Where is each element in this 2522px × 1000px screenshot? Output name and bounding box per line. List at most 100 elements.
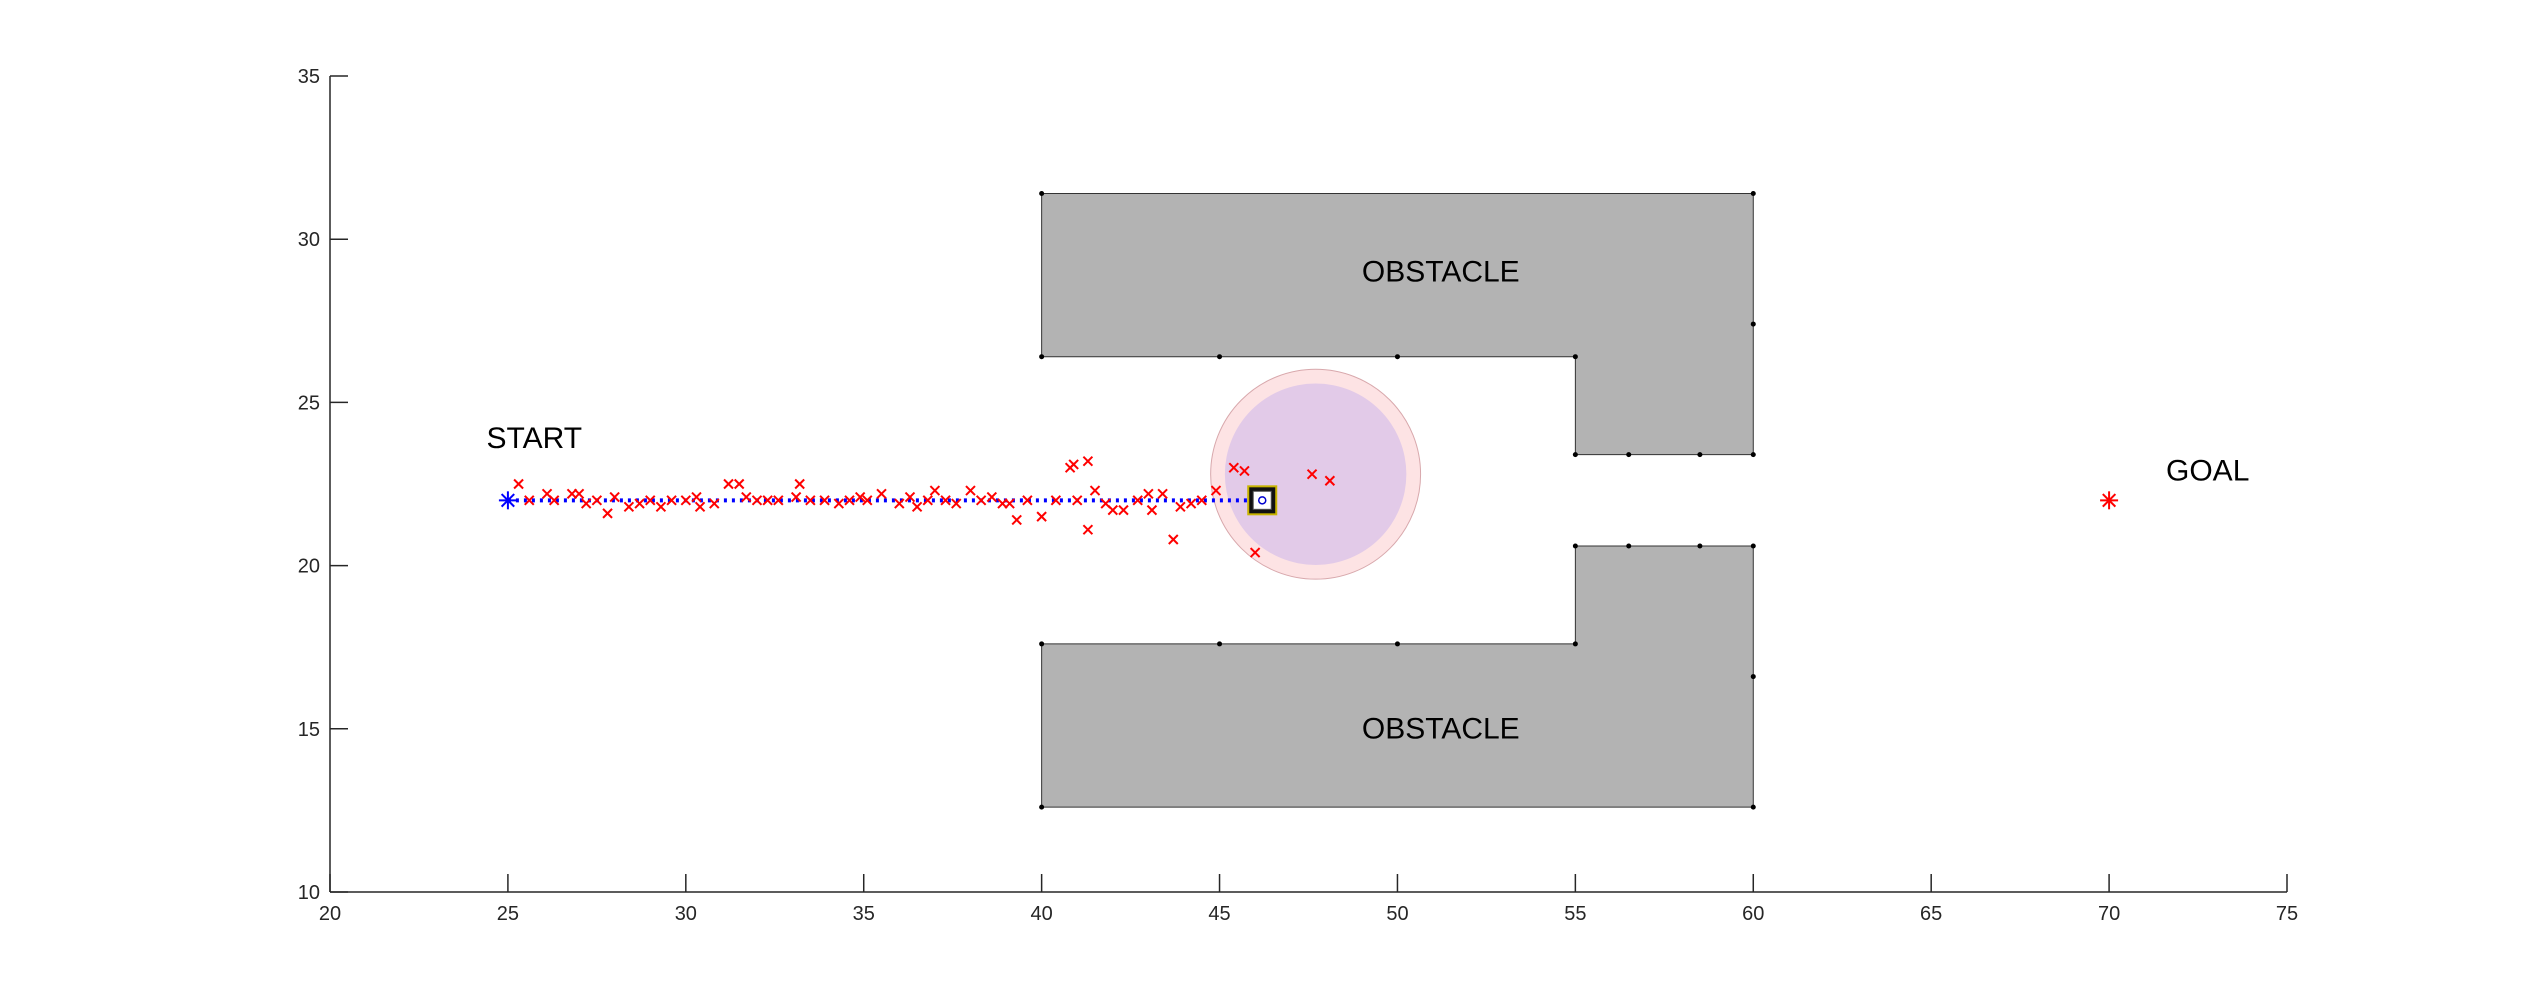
x-tick-label: 50: [1386, 903, 1408, 925]
measurement-point: [1143, 488, 1154, 499]
measurement-stroke: [1168, 534, 1179, 545]
measurement-point: [513, 478, 524, 490]
measurement-stroke: [794, 478, 805, 490]
measurement-point: [680, 495, 692, 506]
obstacle-vertex: [1626, 452, 1632, 458]
measurement-point: [894, 498, 905, 509]
measurement-point: [591, 495, 603, 506]
measurement-point: [951, 498, 962, 509]
measurement-point: [1011, 514, 1022, 526]
obstacle-vertex: [1394, 354, 1400, 360]
measurement-stroke: [541, 488, 553, 499]
measurement-stroke: [1210, 485, 1222, 496]
measurement-stroke: [573, 488, 585, 499]
annotation-start: START: [487, 422, 583, 455]
measurement-stroke: [655, 501, 667, 513]
robot-icon: [1247, 485, 1278, 516]
measurement-point: [794, 478, 805, 490]
measurement-stroke: [623, 501, 635, 513]
measurement-point: [1004, 498, 1015, 509]
measurement-point: [733, 478, 745, 490]
y-tick-label: 20: [298, 556, 320, 578]
obstacle-2: [1041, 545, 1754, 808]
robot-center: [1257, 496, 1267, 505]
x-tick-label: 60: [1742, 903, 1764, 925]
obstacles-layer: [1039, 191, 1756, 810]
measurement-stroke: [609, 491, 620, 503]
markers-layer: [498, 485, 2119, 516]
measurement-point: [1107, 504, 1119, 516]
measurement-point: [965, 485, 976, 496]
annotation-goal: GOAL: [2166, 455, 2249, 488]
x-tick-label: 30: [675, 903, 697, 925]
obstacle-vertex: [1697, 452, 1703, 458]
measurement-stroke: [751, 495, 763, 506]
measurement-point: [773, 495, 784, 506]
measurement-stroke: [591, 495, 603, 506]
y-tick-label: 15: [298, 719, 320, 741]
obstacle-vertex: [1572, 354, 1578, 360]
y-tick-label: 10: [298, 882, 320, 904]
measurement-point: [1210, 485, 1222, 496]
measurement-point: [1132, 495, 1143, 506]
measurement-stroke: [1050, 495, 1062, 506]
x-tick-label: 70: [2098, 903, 2120, 925]
measurement-point: [975, 495, 987, 506]
measurement-point: [741, 491, 752, 503]
measurement-point: [634, 498, 645, 509]
measurement-stroke: [1143, 488, 1154, 499]
measurement-point: [854, 491, 866, 503]
start-marker: [498, 491, 517, 510]
obstacle-vertex: [1039, 804, 1045, 810]
measurement-stroke: [876, 488, 887, 499]
robot-window: [1252, 490, 1272, 510]
measurement-point: [1239, 465, 1250, 477]
measurement-stroke: [819, 495, 830, 506]
goal-marker: [2100, 491, 2119, 510]
measurement-stroke: [513, 478, 524, 490]
measurement-stroke: [733, 478, 745, 490]
y-tick-label: 25: [298, 392, 320, 414]
obstacle-vertex: [1750, 191, 1756, 197]
annotations-layer: START GOAL OBSTACLE OBSTACLE: [487, 256, 2250, 746]
obstacle-vertex: [1750, 543, 1756, 549]
measurement-stroke: [862, 495, 873, 506]
measurement-point: [1050, 495, 1062, 506]
measurement-stroke: [580, 498, 592, 509]
obstacle-vertex: [1394, 641, 1400, 647]
measurement-stroke: [854, 491, 866, 503]
measurement-stroke: [741, 491, 752, 503]
measurement-point: [655, 501, 667, 513]
obstacle-vertex: [1750, 452, 1756, 458]
measurement-stroke: [1249, 547, 1261, 558]
measurement-point: [1175, 501, 1186, 513]
measurement-point: [645, 495, 656, 506]
measurement-stroke: [762, 495, 773, 506]
obstacle-vertex: [1572, 452, 1578, 458]
measurement-point: [940, 495, 951, 506]
measurement-stroke: [940, 495, 951, 506]
measurement-point: [1249, 547, 1261, 558]
measurement-point: [573, 488, 585, 499]
annotation-obstacle: OBSTACLE: [1362, 256, 1520, 289]
obstacle-vertex: [1217, 354, 1223, 360]
measurement-stroke: [1107, 504, 1119, 516]
measurement-stroke: [723, 478, 734, 490]
obstacle-vertex: [1750, 321, 1756, 327]
start-marker-stroke: [500, 493, 515, 508]
measurement-point: [1228, 462, 1239, 473]
measurement-stroke: [1175, 501, 1186, 513]
axes-layer: 20 25 30 35 40 45 50 55 60 65 70 75 10 15 20 25 30 35: [298, 66, 2298, 925]
measurement-point: [1146, 504, 1158, 516]
measurement-stroke: [1324, 475, 1336, 486]
measurement-point: [623, 501, 635, 513]
measurement-stroke: [805, 495, 816, 506]
measurement-point: [1324, 475, 1336, 486]
measurement-point: [1306, 469, 1318, 480]
measurement-stroke: [634, 498, 645, 509]
measurement-point: [1089, 485, 1101, 496]
measurement-point: [723, 478, 734, 490]
sensor-range-inner: [1224, 383, 1407, 565]
measurement-stroke: [986, 491, 998, 503]
measurement-point: [1118, 504, 1129, 516]
